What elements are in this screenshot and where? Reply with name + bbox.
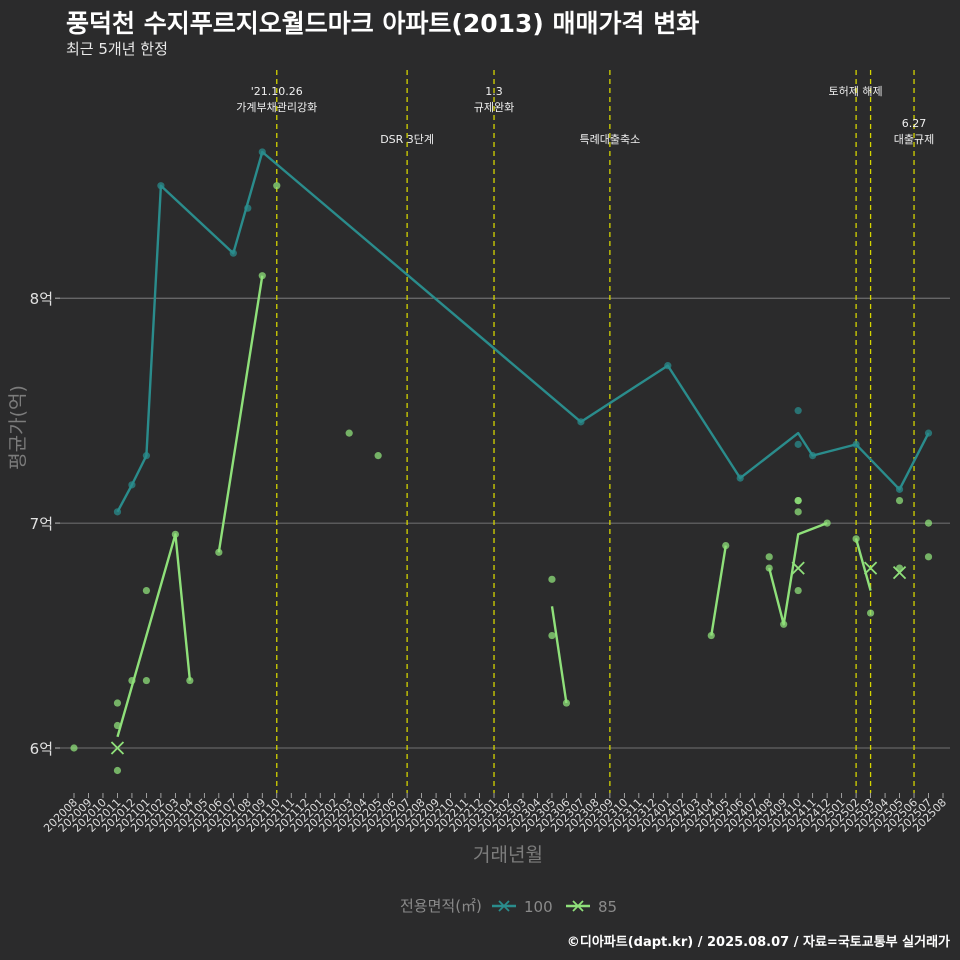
data-point-100 (577, 418, 585, 426)
data-point-85 (823, 519, 831, 527)
cross-marker-85 (863, 561, 878, 575)
data-point-85 (142, 676, 151, 685)
data-point-85 (794, 586, 802, 595)
data-point-85 (186, 676, 194, 685)
data-point-85 (548, 631, 556, 640)
policy-label: DSR 3단계 (380, 133, 434, 146)
axis-layer: 6억7억8억평균가(억)2020082020092020102020112020… (7, 290, 949, 866)
data-point-85 (765, 564, 773, 572)
legend-label: 100 (524, 898, 553, 916)
data-point-100 (128, 481, 136, 489)
data-point-100 (142, 452, 151, 460)
x-axis-title: 거래년월 (473, 844, 543, 866)
data-point-85 (345, 429, 353, 437)
data-point-85 (924, 519, 933, 527)
data-point-100 (809, 452, 817, 460)
cross-stroke (892, 565, 907, 580)
source-credit: ©디아파트(dapt.kr) / 2025.08.07 / 자료=국토교통부 실… (566, 935, 950, 950)
legend-swatch-cross (498, 900, 510, 912)
data-point-85 (70, 744, 78, 752)
series-line-85 (854, 538, 872, 591)
series-line-85 (768, 521, 828, 626)
data-point-85 (273, 182, 281, 190)
cross-marker-85 (110, 741, 125, 755)
data-point-85 (852, 535, 860, 543)
data-point-85 (113, 766, 122, 775)
data-point-85 (765, 553, 773, 561)
data-point-100 (258, 148, 266, 156)
data-point-85 (374, 452, 382, 460)
legend-item-85: 85 (566, 898, 617, 916)
series-line-85 (116, 533, 192, 738)
data-point-85 (113, 721, 122, 730)
data-point-85 (924, 553, 933, 561)
data-point-100 (852, 440, 860, 448)
series-line-100 (116, 150, 930, 513)
data-point-100 (113, 508, 122, 516)
cross-marker-85 (791, 561, 805, 575)
y-tick-label: 7억 (30, 515, 53, 533)
legend-label: 85 (598, 898, 617, 916)
data-point-100 (924, 429, 933, 437)
policy-label: '21.10.26 (251, 85, 303, 98)
data-point-85 (215, 548, 223, 556)
data-point-85 (142, 586, 151, 595)
cross-marker-85 (892, 565, 907, 580)
policy-label: 규제완화 (474, 101, 514, 114)
chart-title: 풍덕천 수지푸르지오월드마크 아파트(2013) 매매가격 변화 (66, 9, 700, 38)
cross-stroke (863, 561, 878, 575)
cross-stroke (791, 561, 805, 575)
legend: 전용면적(㎡) 100 85 (400, 897, 617, 916)
grid-layer (60, 297, 950, 749)
data-point-85 (128, 676, 136, 685)
data-point-85 (794, 508, 802, 516)
chart-subtitle: 최근 5개년 한정 (66, 40, 168, 58)
series-line-85 (217, 275, 264, 553)
data-point-100 (895, 485, 904, 493)
data-point-85 (548, 575, 556, 583)
data-point-85 (113, 699, 122, 707)
series-line-85 (550, 606, 568, 704)
data-point-85 (866, 609, 875, 617)
series-line-85 (710, 545, 727, 636)
data-point-100 (229, 249, 237, 257)
legend-item-100: 100 (492, 898, 553, 916)
data-point-100 (157, 182, 165, 190)
data-point-85 (171, 530, 179, 538)
policy-lines (276, 70, 915, 793)
data-point-85 (780, 620, 788, 628)
data-point-100 (664, 362, 672, 370)
series-layer (70, 148, 933, 775)
data-point-85 (895, 497, 904, 505)
policy-label: 1.3 (485, 85, 503, 98)
data-point-100 (244, 204, 252, 212)
legend-swatch-cross (572, 900, 584, 912)
y-axis-title: 평균가(억) (7, 385, 29, 470)
policy-label: 토허제 해제 (829, 84, 883, 98)
legend-title: 전용면적(㎡) (400, 897, 482, 915)
data-point-85 (562, 699, 571, 707)
data-point-85 (258, 272, 266, 280)
cross-stroke (110, 741, 125, 755)
data-point-85 (707, 631, 715, 640)
data-point-100 (736, 474, 744, 482)
data-point-85 (794, 497, 802, 505)
data-point-100 (794, 407, 802, 415)
data-point-85 (722, 541, 730, 550)
data-point-100 (794, 440, 802, 448)
policy-label: 대출규제 (894, 133, 934, 146)
policy-label: 가계부채관리강화 (236, 101, 317, 114)
policy-label: 6.27 (902, 117, 927, 130)
policy-label: 특례대출축소 (580, 133, 641, 146)
y-tick-label: 8억 (30, 290, 53, 308)
y-tick-label: 6억 (30, 740, 53, 758)
